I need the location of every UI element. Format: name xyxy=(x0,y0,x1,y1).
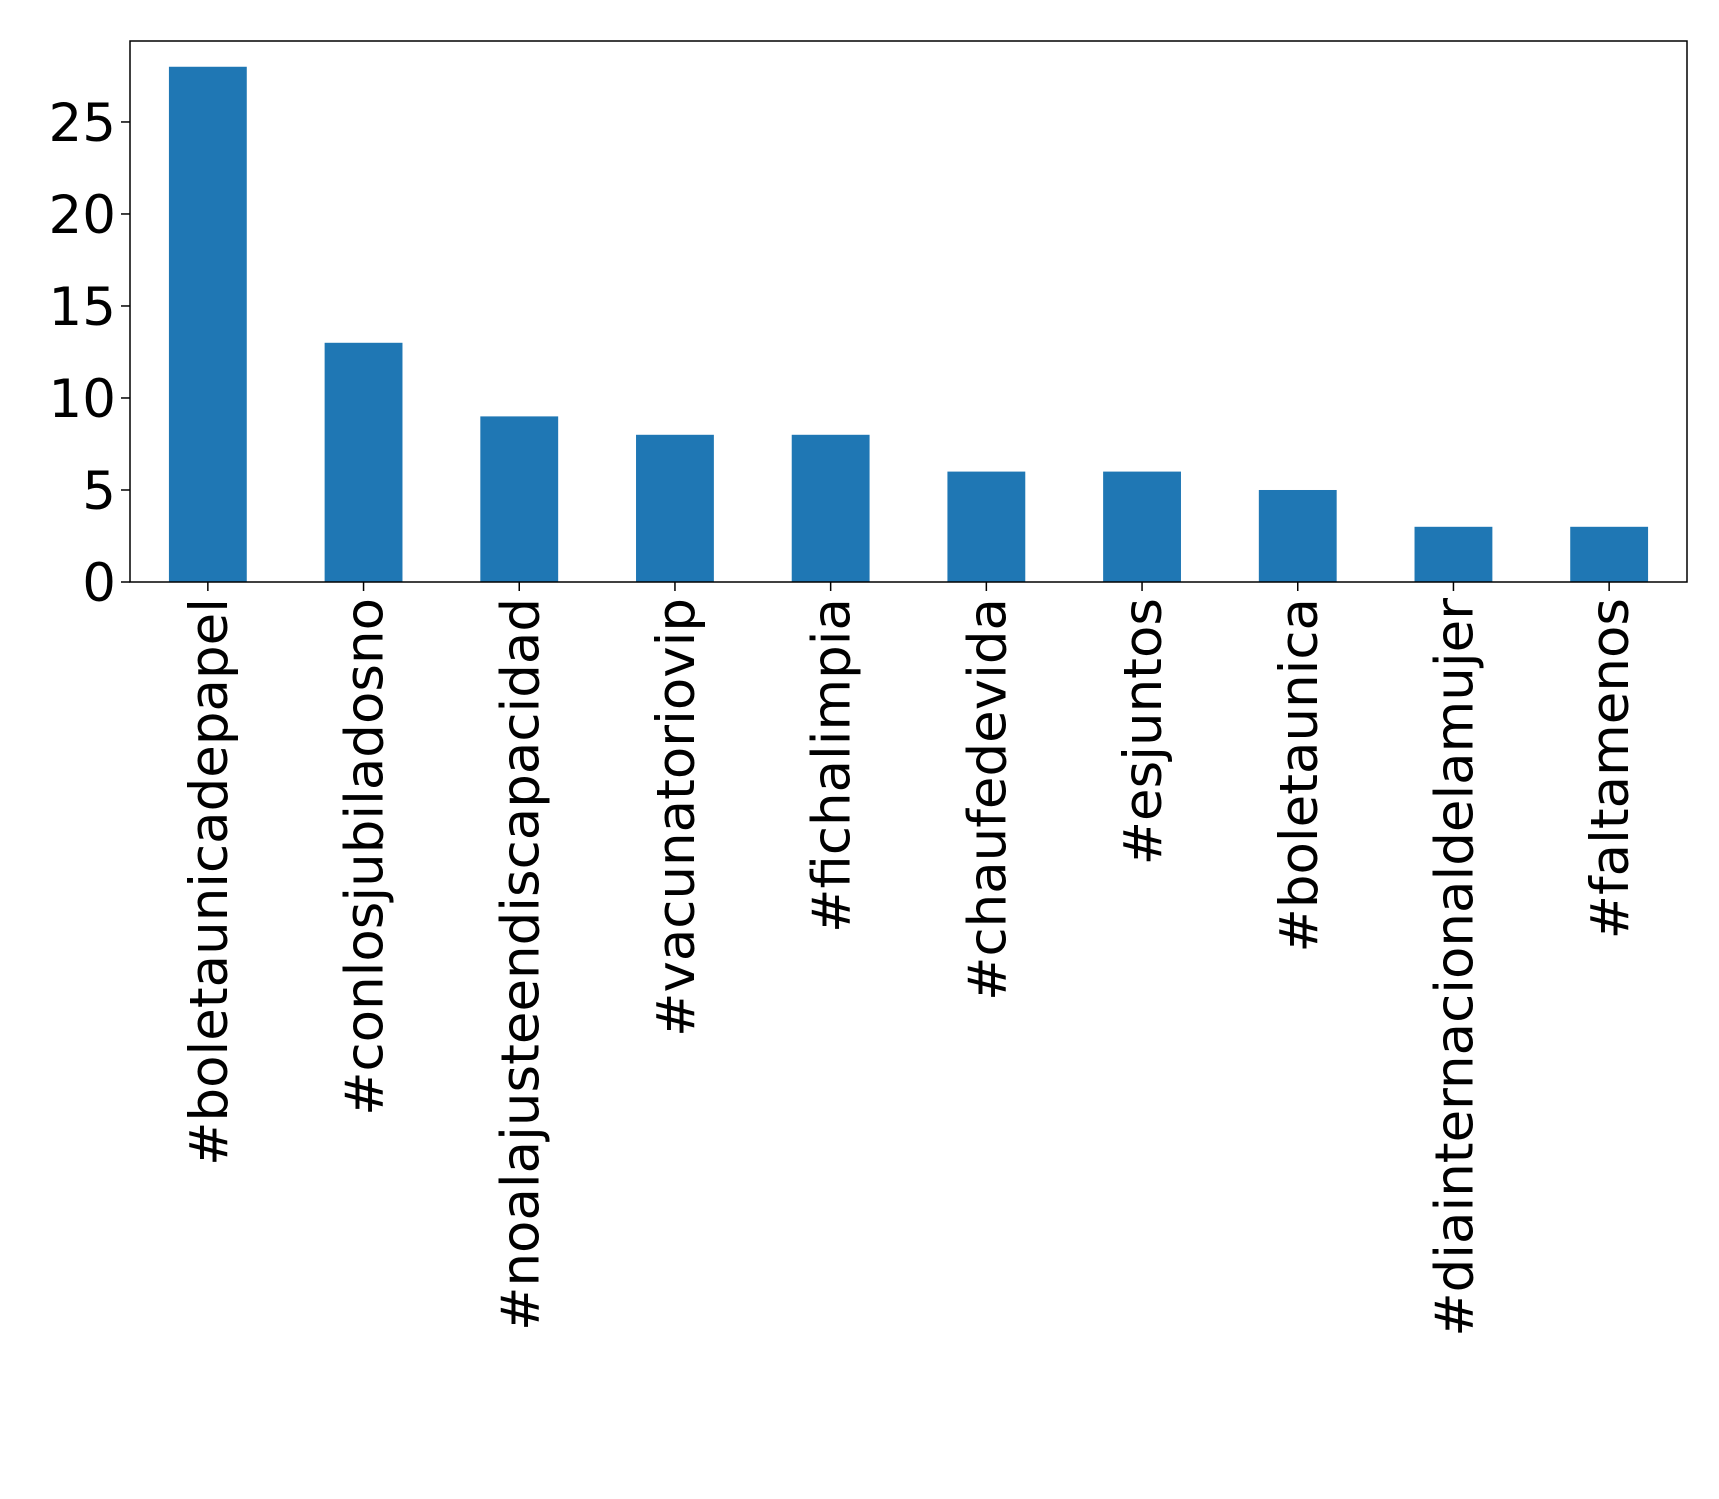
bar xyxy=(1258,489,1337,582)
bar xyxy=(480,416,559,582)
x-tick-label: #vacunatoriovip xyxy=(646,598,707,1037)
y-tick-label: 20 xyxy=(49,185,116,246)
y-tick-label: 15 xyxy=(49,277,116,338)
x-tick-label: #boletaunicadepapel xyxy=(179,598,240,1166)
bar xyxy=(324,342,403,582)
bar xyxy=(947,471,1026,582)
bar xyxy=(1103,471,1181,582)
x-tick-label: #fichalimpia xyxy=(802,598,863,933)
bar xyxy=(168,66,247,582)
y-tick-label: 10 xyxy=(49,369,116,430)
plot-frame xyxy=(129,40,1688,583)
x-tick-label: #esjuntos xyxy=(1113,598,1174,865)
x-tick-label: #noalajusteendiscapacidad xyxy=(490,598,551,1331)
y-tick-label: 25 xyxy=(49,93,116,154)
y-tick-label: 5 xyxy=(82,461,116,522)
bar xyxy=(1414,526,1493,582)
x-tick-label: #diainternacionaldelamujer xyxy=(1424,598,1485,1337)
x-tick-label: #faltamenos xyxy=(1580,598,1641,939)
x-tick-label: #boletaunica xyxy=(1269,598,1330,953)
x-tick-label: #conlosjubiladosno xyxy=(335,598,396,1116)
bar xyxy=(636,434,714,582)
y-tick-label: 0 xyxy=(82,553,116,614)
bar xyxy=(791,434,870,582)
bar xyxy=(1570,526,1649,582)
x-tick-label: #chaufedevida xyxy=(957,598,1018,1001)
